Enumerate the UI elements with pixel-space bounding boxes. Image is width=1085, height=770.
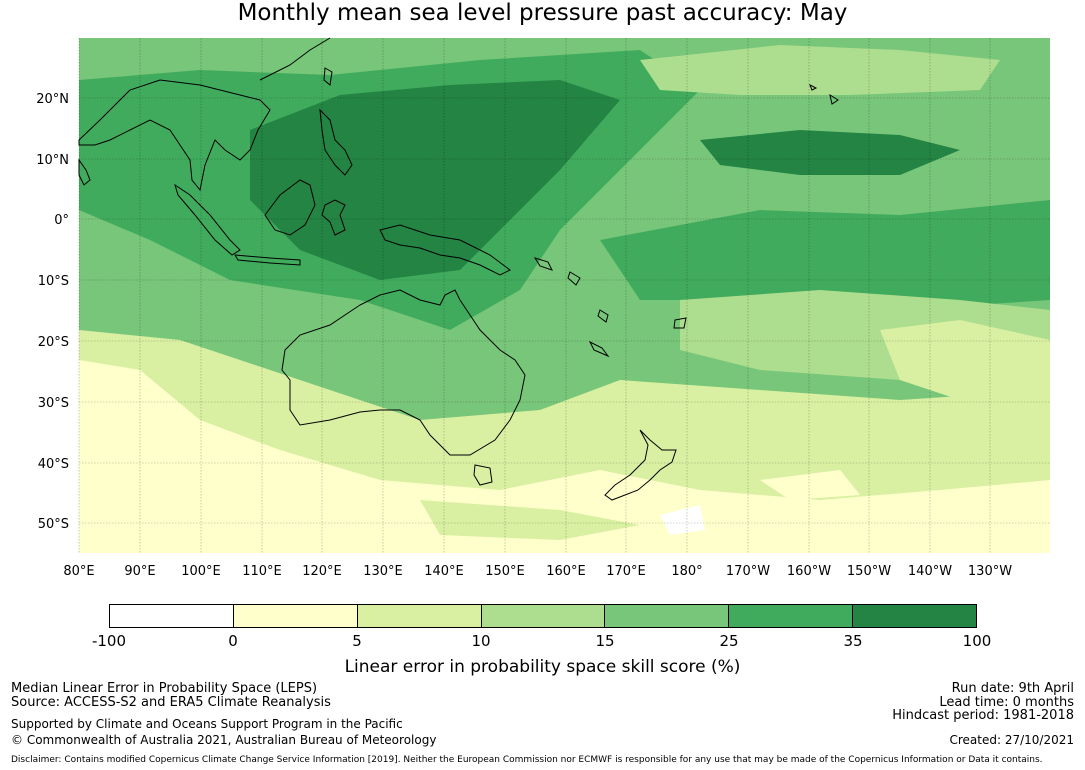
footer-run-date: Run date: 9th April [951,681,1074,696]
longitude-label: 80°E [63,564,94,579]
longitude-label: 140°E [424,564,464,579]
disclaimer: Disclaimer: Contains modified Copernicus… [11,755,1043,765]
colorbar-tick-label: 35 [843,632,863,650]
colorbar-segment [357,605,482,627]
longitude-label: 160°E [546,564,586,579]
footer-created: Created: 27/10/2021 [949,733,1074,747]
longitude-label: 100°E [181,564,221,579]
latitude-label: 0° [54,213,69,228]
colorbar-segment [605,605,730,627]
latitude-label: 30°S [38,396,69,411]
latitude-label: 50°S [38,517,69,532]
colorbar-tick-label: 25 [719,632,739,650]
longitude-label: 130°E [363,564,403,579]
colorbar-segment [729,605,854,627]
coastlines [78,37,839,501]
latitude-label: 10°N [36,153,69,168]
longitude-label: 180° [671,564,702,579]
footer-source: Source: ACCESS-S2 and ERA5 Climate Reana… [11,695,331,710]
longitude-label: 140°W [908,564,952,579]
latitude-label: 20°N [36,92,69,107]
footer-method: Median Linear Error in Probability Space… [11,681,318,696]
latitude-label: 10°S [38,274,69,289]
colorbar-tick-label: 100 [962,632,992,650]
colorbar-tick-label: 0 [228,632,238,650]
longitude-labels: 80°E 90°E 100°E 110°E 120°E 130°E 140°E 150°E 16… [63,564,1012,579]
longitude-label: 150°W [847,564,891,579]
latitude-label: 40°S [38,457,69,472]
longitude-label: 150°E [485,564,525,579]
colorbar-segment [110,605,234,627]
graticule [78,38,1050,553]
colorbar-tick-label: -100 [91,632,127,650]
longitude-label: 90°E [124,564,155,579]
colorbar-tick-label: 5 [352,632,362,650]
longitude-label: 170°E [606,564,646,579]
colorbar-segment [853,605,977,627]
skill-score-map: 20°N 10°N 0° 10°S 20°S 30°S 40°S 50°S 80°E 90°E 1… [36,37,1050,579]
footer-lead-time: Lead time: 0 months [939,695,1074,710]
skill-field [79,38,1050,553]
latitude-label: 20°S [38,335,69,350]
colorbar-tick-label: 15 [595,632,615,650]
footer-copyright: © Commonwealth of Australia 2021, Austra… [11,733,437,747]
footer-support: Supported by Climate and Oceans Support … [11,717,403,731]
longitude-label: 130°W [968,564,1012,579]
longitude-label: 160°W [787,564,831,579]
colorbar-segment [481,605,606,627]
longitude-label: 120°E [302,564,342,579]
latitude-labels: 20°N 10°N 0° 10°S 20°S 30°S 40°S 50°S [36,92,69,532]
colorbar-tick-label: 10 [471,632,491,650]
longitude-label: 170°W [726,564,770,579]
longitude-label: 110°E [242,564,282,579]
colorbar [109,604,977,628]
colorbar-label: Linear error in probability space skill … [344,657,741,677]
colorbar-segment [233,605,358,627]
map-title: Monthly mean sea level pressure past acc… [237,0,848,26]
footer-hindcast: Hindcast period: 1981-2018 [892,708,1074,723]
